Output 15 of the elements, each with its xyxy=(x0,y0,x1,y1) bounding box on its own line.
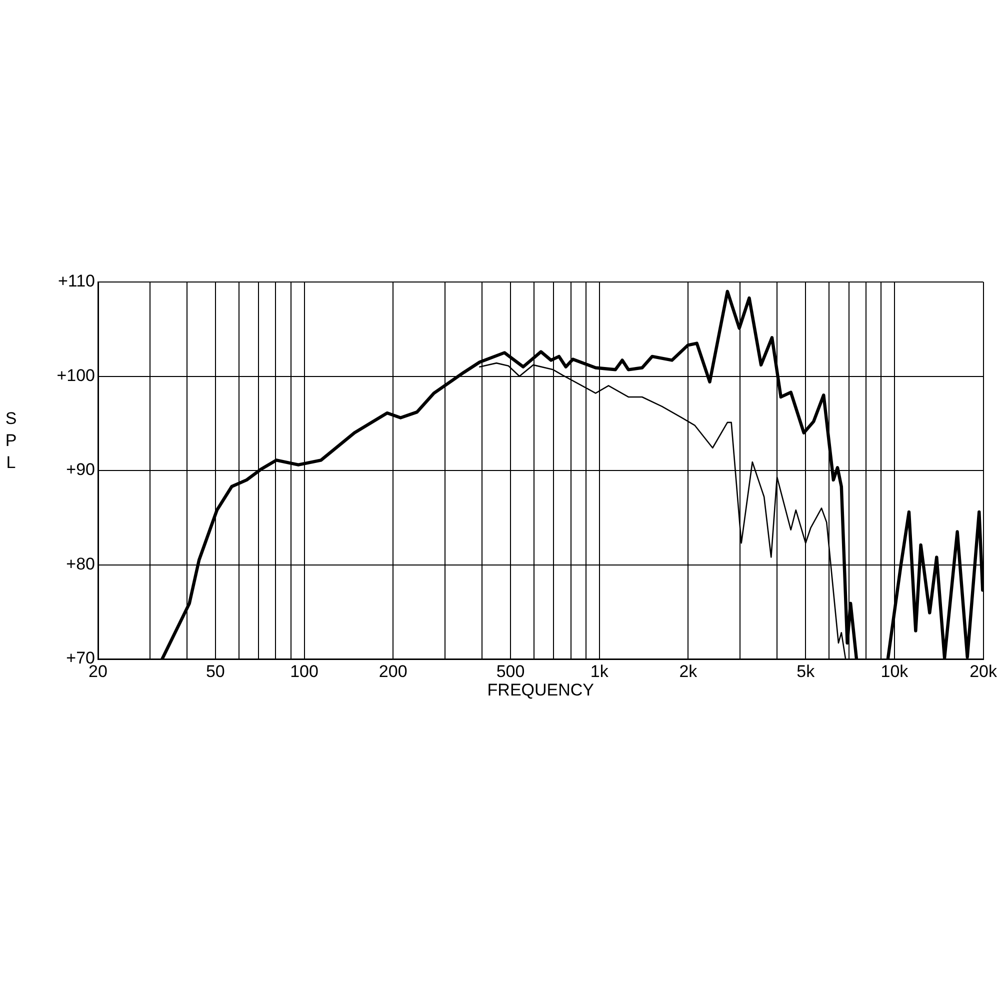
x-tick-label: 10k xyxy=(880,662,909,681)
x-tick-label: 500 xyxy=(496,662,525,681)
x-axis-title: FREQUENCY xyxy=(487,680,594,700)
y-tick-label: +80 xyxy=(66,554,95,574)
x-tick-label: 50 xyxy=(206,662,225,681)
x-tick-label: 5k xyxy=(796,662,816,681)
y-tick-label: +110 xyxy=(58,272,95,291)
x-tick-label: 1k xyxy=(590,662,609,681)
y-axis-title: SPL xyxy=(4,408,18,474)
x-tick-label: 20k xyxy=(970,662,998,681)
y-tick-label: +100 xyxy=(56,366,95,385)
x-tick-label: 200 xyxy=(378,662,408,681)
x-tick-label: 2k xyxy=(679,662,698,681)
x-tick-label: 100 xyxy=(290,662,318,681)
y-tick-label: +90 xyxy=(66,460,95,480)
